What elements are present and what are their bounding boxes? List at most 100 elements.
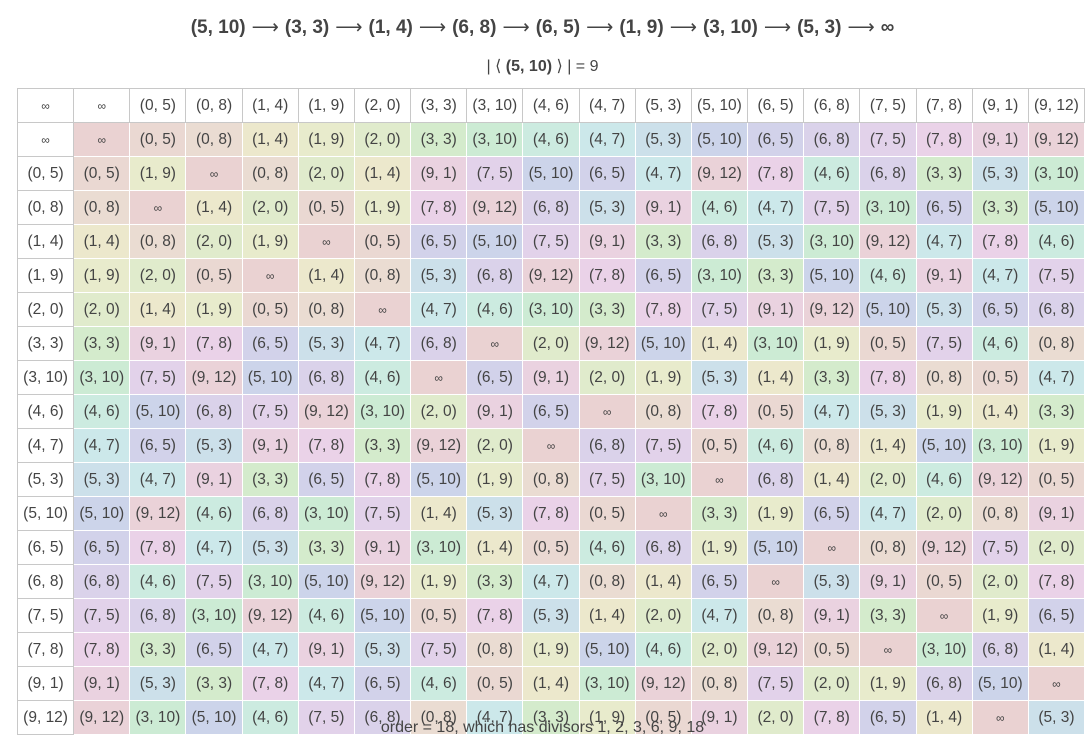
table-cell: (0, 5) <box>1027 462 1085 497</box>
table-cell: (7, 5) <box>522 224 580 259</box>
table-cell: (5, 10) <box>971 666 1029 701</box>
table-cell: (3, 10) <box>747 326 805 361</box>
table-cell: (6, 5) <box>690 564 749 599</box>
table-cell: (7, 8) <box>747 156 805 191</box>
table-cell: (0, 8) <box>690 666 749 701</box>
table-cell: (9, 1) <box>522 360 580 395</box>
table-cell: (4, 7) <box>971 258 1029 293</box>
table-cell: (5, 3) <box>297 326 355 361</box>
table-cell: (1, 4) <box>522 666 580 701</box>
table-cell: (3, 3) <box>803 360 861 395</box>
table-cell: (3, 10) <box>1027 156 1085 191</box>
table-cell: (3, 3) <box>353 428 412 463</box>
table-cell: (4, 7) <box>522 564 580 599</box>
column-header: (3, 10) <box>466 88 524 123</box>
table-cell: (0, 8) <box>747 598 805 633</box>
column-header: ∞ <box>16 88 75 123</box>
table-cell: (4, 7) <box>410 292 468 327</box>
table-cell: (0, 5) <box>859 326 917 361</box>
cycle-element: ∞ <box>880 17 895 38</box>
table-row: (4, 6) (4, 6) (5, 10) (6, 8) (7, 5) (9, 12) (3… <box>16 394 1085 429</box>
table-row: (0, 8) (0, 8) ∞ (1, 4) (2, 0) (0, 5) (1, 9) (7,… <box>16 190 1085 225</box>
table-cell: (1, 4) <box>1027 632 1085 667</box>
table-cell: ∞ <box>859 632 917 667</box>
table-row: (3, 10) (3, 10) (7, 5) (9, 12) (5, 10) (6, 8)… <box>16 360 1085 395</box>
arrow-icon: ⟶ <box>335 17 363 38</box>
table-cell: (6, 8) <box>915 666 973 701</box>
table-cell: (3, 10) <box>915 632 973 667</box>
table-cell: (3, 10) <box>353 394 412 429</box>
table-cell: (5, 3) <box>859 394 917 429</box>
table-cell: (9, 1) <box>747 292 805 327</box>
table-cell: (6, 5) <box>522 394 580 429</box>
table-cell: (1, 4) <box>578 598 636 633</box>
table-cell: (9, 12) <box>297 394 355 429</box>
table-cell: (7, 8) <box>129 530 187 565</box>
table-cell: (5, 3) <box>241 530 299 565</box>
table-cell: ∞ <box>466 326 524 361</box>
table-cell: (1, 4) <box>803 462 861 497</box>
table-cell: (7, 8) <box>971 224 1029 259</box>
table-cell: (3, 3) <box>578 292 636 327</box>
table-cell: (6, 5) <box>73 530 131 565</box>
table-cell: (5, 10) <box>1027 190 1085 225</box>
table-cell: (0, 8) <box>859 530 917 565</box>
table-cell: (6, 8) <box>690 224 749 259</box>
arrow-icon: ⟶ <box>586 17 614 38</box>
table-cell: (5, 3) <box>353 632 412 667</box>
table-row: ∞ ∞ (0, 5) (0, 8) (1, 4) (1, 9) (2, 0) (3, 3) (3… <box>16 122 1085 157</box>
table-cell: (6, 5) <box>1027 598 1085 633</box>
row-header: (4, 6) <box>16 394 75 429</box>
table-cell: (1, 4) <box>410 496 468 531</box>
subtitle-suffix: ⟩ | = 9 <box>556 58 599 75</box>
table-cell: (9, 12) <box>747 632 805 667</box>
row-header: (4, 7) <box>16 428 75 463</box>
table-cell: (3, 3) <box>747 258 805 293</box>
table-cell: (4, 6) <box>129 564 187 599</box>
table-cell: (0, 5) <box>73 156 131 191</box>
table-cell: (6, 8) <box>185 394 243 429</box>
table-row: (9, 1) (9, 1) (5, 3) (3, 3) (7, 8) (4, 7) (6, … <box>16 666 1085 701</box>
table-cell: (3, 3) <box>297 530 355 565</box>
table-cell: (0, 8) <box>241 156 299 191</box>
table-row: (4, 7) (4, 7) (6, 5) (5, 3) (9, 1) (7, 8) (3, … <box>16 428 1085 463</box>
table-cell: (2, 0) <box>578 360 636 395</box>
table-cell: (7, 8) <box>466 598 524 633</box>
table-cell: (3, 3) <box>971 190 1029 225</box>
table-cell: (7, 8) <box>578 258 636 293</box>
table-cell: (5, 10) <box>690 122 749 157</box>
table-cell: (2, 0) <box>859 462 917 497</box>
table-cell: (4, 7) <box>803 394 861 429</box>
column-header: (6, 8) <box>803 88 861 123</box>
table-cell: (5, 10) <box>578 632 636 667</box>
table-cell: (9, 12) <box>129 496 187 531</box>
table-cell: (1, 4) <box>185 190 243 225</box>
table-cell: (5, 3) <box>185 428 243 463</box>
table-cell: (4, 6) <box>578 530 636 565</box>
table-cell: (0, 8) <box>410 700 468 735</box>
table-cell: (4, 6) <box>353 360 412 395</box>
table-cell: (9, 1) <box>634 190 692 225</box>
table-cell: (6, 8) <box>578 428 636 463</box>
table-cell: (1, 4) <box>690 326 749 361</box>
table-cell: (5, 3) <box>803 564 861 599</box>
table-cell: (2, 0) <box>353 122 412 157</box>
table-cell: (2, 0) <box>1027 530 1085 565</box>
table-cell: (6, 5) <box>129 428 187 463</box>
subtitle-prefix: | ⟨ <box>486 58 502 75</box>
table-cell: (0, 5) <box>297 190 355 225</box>
table-cell: (0, 5) <box>747 394 805 429</box>
table-cell: (7, 8) <box>803 700 861 735</box>
column-header: (2, 0) <box>353 88 412 123</box>
row-header: (6, 5) <box>16 530 75 565</box>
table-cell: (4, 6) <box>747 428 805 463</box>
table-cell: (3, 10) <box>522 292 580 327</box>
table-cell: (9, 12) <box>578 326 636 361</box>
table-cell: (5, 10) <box>353 598 412 633</box>
table-row: (5, 3) (5, 3) (4, 7) (9, 1) (3, 3) (6, 5) (7, … <box>16 462 1085 497</box>
table-cell: (7, 5) <box>353 496 412 531</box>
table-cell: (5, 3) <box>410 258 468 293</box>
table-cell: (9, 1) <box>466 394 524 429</box>
table-cell: (0, 5) <box>353 224 412 259</box>
table-cell: (4, 7) <box>73 428 131 463</box>
